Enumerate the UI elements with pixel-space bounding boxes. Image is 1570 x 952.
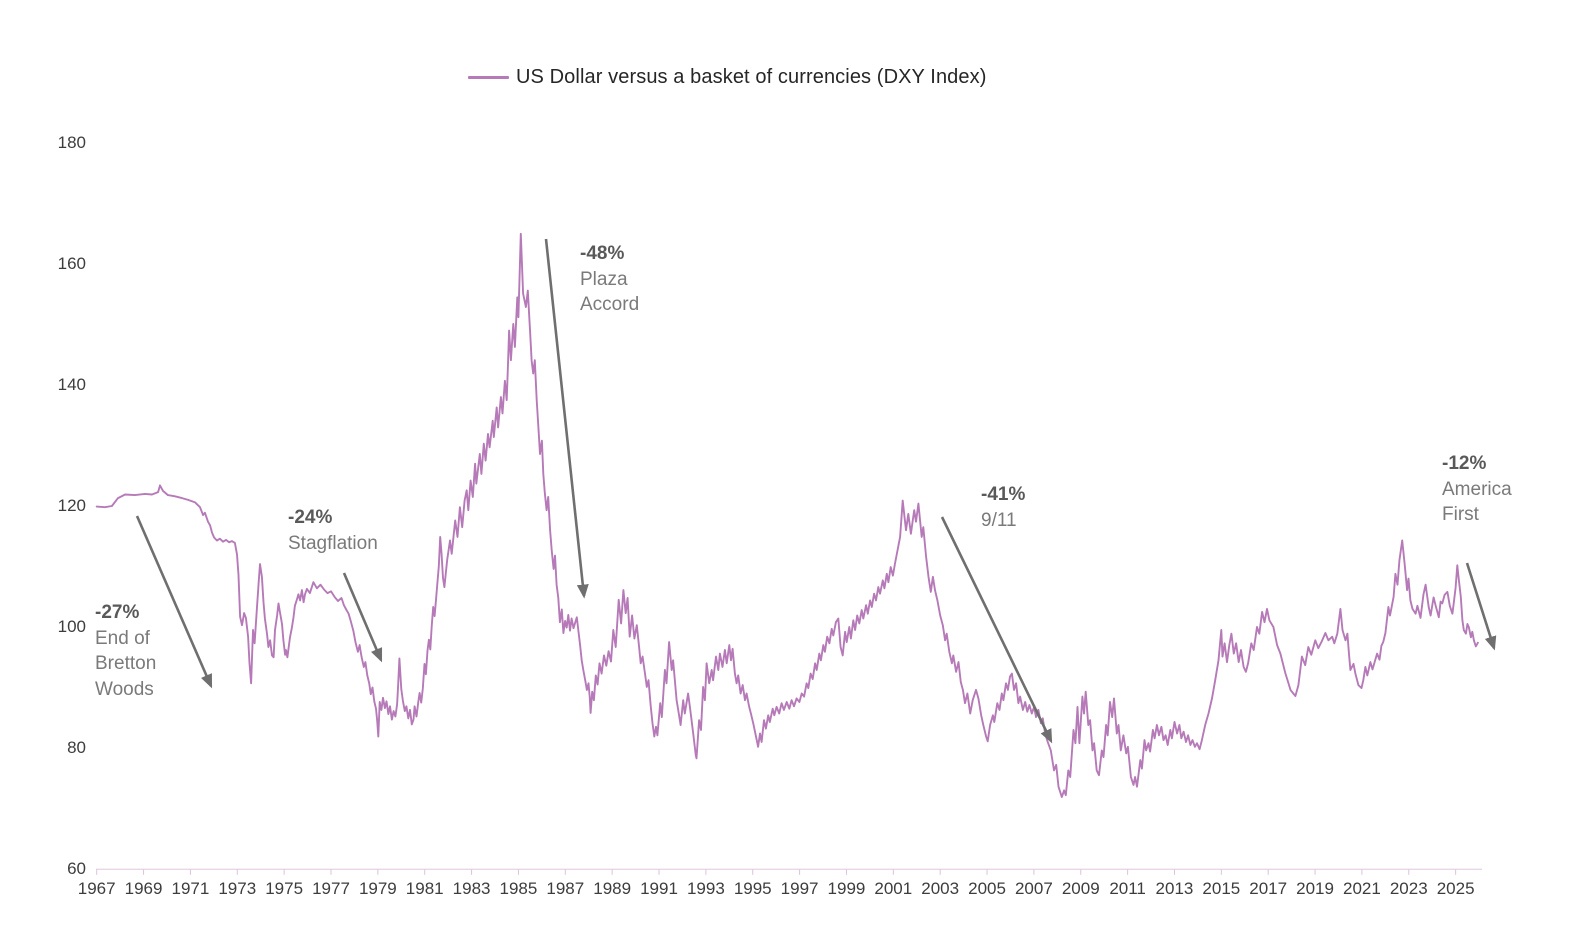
x-axis-label: 2009 — [1061, 879, 1100, 898]
annotation: -24% Stagflation — [288, 505, 378, 556]
y-axis-label: 100 — [57, 617, 86, 636]
x-axis-label: 2023 — [1389, 879, 1428, 898]
x-axis-label: 2013 — [1155, 879, 1194, 898]
x-axis-label: 1993 — [686, 879, 725, 898]
x-axis-label: 2017 — [1249, 879, 1288, 898]
annotation-pct: -27% — [95, 602, 140, 623]
annotation-line: Bretton — [95, 653, 157, 674]
chart-legend: US Dollar versus a basket of currencies … — [468, 66, 986, 89]
x-axis-label: 1999 — [827, 879, 866, 898]
annotation-pct: -48% — [580, 243, 625, 264]
annotation-line: Stagflation — [288, 532, 378, 554]
annotation: -12% America First — [1442, 451, 1512, 528]
annotation-line: Plaza — [580, 268, 628, 290]
x-axis-label: 1971 — [171, 879, 210, 898]
annotation-arrow — [544, 238, 589, 599]
x-axis-label: 2011 — [1109, 879, 1146, 898]
annotation-arrow — [342, 572, 383, 663]
x-axis-label: 1991 — [640, 879, 678, 898]
annotation: -48% Plaza Accord — [580, 241, 639, 318]
x-axis-label: 1997 — [780, 879, 819, 898]
x-axis-label: 1981 — [405, 879, 444, 898]
x-axis-label: 2007 — [1014, 879, 1053, 898]
annotation-line: America — [1442, 478, 1512, 500]
x-axis-label: 1989 — [593, 879, 632, 898]
annotation-arrow — [940, 516, 1053, 744]
annotation-line: End of — [95, 627, 150, 649]
x-axis-label: 2015 — [1202, 879, 1241, 898]
annotation-arrow — [1465, 562, 1497, 651]
x-axis-label: 1985 — [499, 879, 538, 898]
x-axis-label: 1977 — [312, 879, 350, 898]
y-axis-label: 140 — [57, 375, 86, 394]
y-axis-label: 60 — [67, 859, 86, 878]
annotation-pct: -41% — [981, 484, 1026, 505]
annotation: -41% 9/11 — [981, 482, 1025, 533]
y-axis-label: 180 — [57, 133, 86, 152]
x-axis-label: 2025 — [1436, 879, 1475, 898]
annotation-arrow — [135, 515, 213, 689]
x-axis-label: 2019 — [1296, 879, 1334, 898]
annotation-line: 9/11 — [981, 509, 1017, 531]
annotation-line: Woods — [95, 678, 154, 700]
annotation-pct: -12% — [1442, 453, 1487, 474]
x-axis-label: 2003 — [921, 879, 960, 898]
dxy-index-line — [95, 232, 1479, 798]
annotation-line: First — [1442, 504, 1479, 525]
x-axis-label: 2021 — [1342, 879, 1381, 898]
legend-label: US Dollar versus a basket of currencies … — [516, 66, 987, 88]
x-axis-label: 1969 — [124, 879, 163, 898]
x-axis-label: 2001 — [874, 879, 913, 898]
legend-line-sample — [468, 76, 509, 79]
annotation: -27% End of Bretton Woods — [95, 600, 156, 702]
x-axis-label: 1983 — [452, 879, 491, 898]
x-axis-label: 1975 — [265, 879, 304, 898]
y-axis-label: 120 — [57, 496, 86, 515]
x-axis-label: 1987 — [546, 879, 585, 898]
x-axis-label: 1973 — [218, 879, 257, 898]
y-axis-label: 80 — [67, 738, 86, 757]
y-axis-label: 160 — [57, 254, 86, 273]
x-axis-label: 1967 — [77, 879, 116, 898]
x-axis-label: 2005 — [968, 879, 1006, 898]
x-axis-label: 1995 — [733, 879, 772, 898]
annotation-pct: -24% — [288, 507, 333, 528]
annotation-line: Accord — [580, 294, 640, 315]
x-axis-label: 1979 — [358, 879, 397, 898]
